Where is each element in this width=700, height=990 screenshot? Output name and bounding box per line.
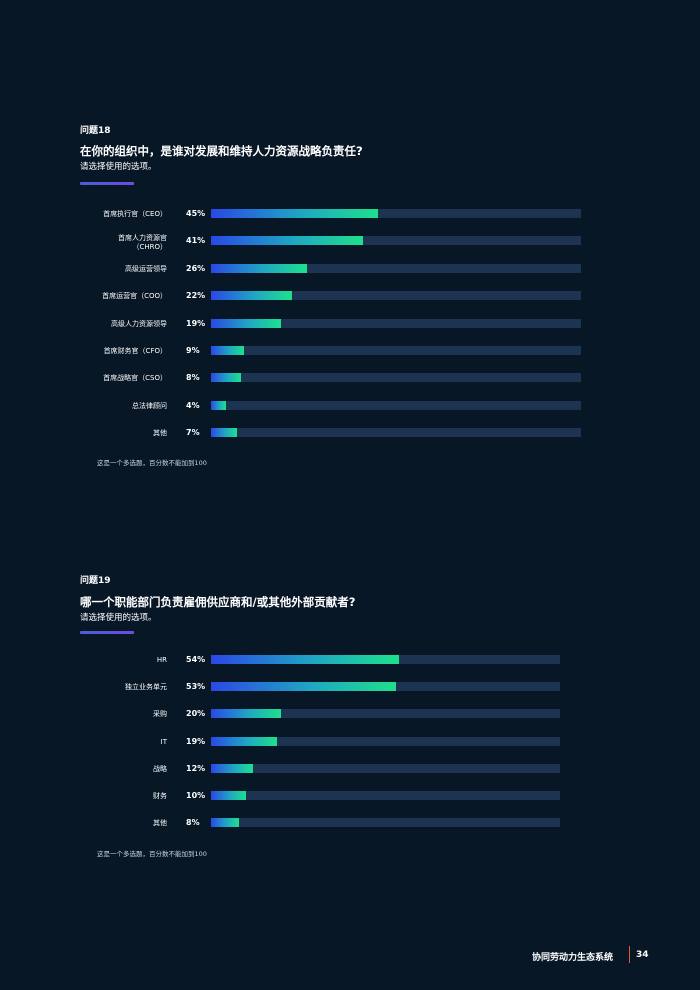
value-label: 8% [186,818,200,828]
q19-subtitle: 请选择使用的选项。 [80,613,157,623]
bar-track [211,346,581,355]
bar-track [211,263,581,273]
bar [211,682,396,692]
page-number: 34 [636,950,649,960]
bar-track [211,428,581,438]
bar-row: 首席财务官（CFO） 9% [0,345,700,357]
q18-accent-rule [80,182,134,185]
value-label: 22% [186,291,206,301]
bar [211,818,239,828]
category-label: 首席人力资源官 （CHRO） [118,234,167,252]
bar [211,209,378,218]
value-label: 19% [186,318,206,328]
bar-track [211,818,560,828]
bar-row: 其他 8% [0,817,700,829]
bar [211,655,400,664]
bar [211,763,253,773]
q19-accent-rule [80,631,134,634]
q18-note: 这是一个多选题，百分数不能加到100 [97,459,207,467]
value-label: 19% [186,736,206,746]
bar [211,236,363,246]
category-label: IT [160,737,167,746]
bar-row: HR 54% [0,654,700,666]
bar-track [211,709,560,719]
bar-row: 首席执行官（CEO） 45% [0,208,700,220]
category-label: 高级运营领导 [125,264,167,273]
category-label: 其他 [153,819,167,828]
bar-track [211,400,581,410]
bar-row: 独立业务单元 53% [0,681,700,693]
bar-row: 首席人力资源官 （CHRO） 41% [0,234,700,251]
bar-row: 高级人力资源领导 19% [0,318,700,330]
bar [211,709,281,719]
q18-label: 问题18 [80,126,111,136]
value-label: 41% [186,236,206,246]
category-label: 财务 [153,792,167,800]
q19-label: 问题19 [80,576,111,586]
category-label: 独立业务单元 [125,683,167,692]
bar-track [211,236,581,246]
footer-separator [629,946,630,963]
bar [211,263,308,273]
category-label: 首席执行官（CEO） [103,210,167,218]
bar-track [211,209,581,218]
q18-title: 在你的组织中，是谁对发展和维持人力资源战略负责任? [80,144,363,158]
bar [211,791,246,800]
bar-track [211,318,581,328]
value-label: 45% [186,209,206,218]
value-label: 7% [186,428,200,438]
bar [211,291,293,301]
category-label: 高级人力资源领导 [111,319,167,328]
footer-title: 协同劳动力生态系统 [532,953,614,963]
bar-row: 战略 12% [0,763,700,775]
bar [211,318,282,328]
bar-row: 首席运营官（COO） 22% [0,290,700,302]
bar-track [211,791,560,800]
bar-row: 总法律顾问 4% [0,400,700,412]
bar-track [211,736,560,746]
category-label: 首席运营官（COO） [102,292,167,301]
bar-row: 高级运营领导 26% [0,263,700,275]
category-label: 总法律顾问 [132,401,167,410]
bar-row: 其他 7% [0,427,700,439]
bar-track [211,655,560,664]
bar-row: 首席战略官（CSO） 8% [0,372,700,384]
value-label: 10% [186,791,206,800]
value-label: 8% [186,373,200,383]
value-label: 4% [186,400,200,410]
bar [211,428,237,438]
category-label: 首席财务官（CFO） [103,347,167,355]
value-label: 9% [186,346,200,355]
bar-track [211,682,560,692]
q19-title: 哪一个职能部门负责雇佣供应商和/或其他外部贡献者? [80,595,356,609]
bar-row: 采购 20% [0,708,700,720]
category-label: 其他 [153,429,167,438]
category-label: 采购 [153,710,167,719]
q19-note: 这是一个多选题，百分数不能加到100 [97,850,207,858]
bar-track [211,291,581,301]
q18-subtitle: 请选择使用的选项。 [80,162,157,172]
bar-track [211,763,560,773]
category-label: 战略 [153,764,167,773]
value-label: 12% [186,763,206,773]
bar [211,346,245,355]
bar [211,373,241,383]
bar [211,400,226,410]
category-label: 首席战略官（CSO） [103,374,167,383]
value-label: 54% [186,655,206,664]
bar-row: IT 19% [0,736,700,748]
bar-row: 财务 10% [0,790,700,802]
value-label: 26% [186,263,206,273]
value-label: 53% [186,682,206,692]
bar [211,736,278,746]
category-label: HR [156,656,167,664]
bar-track [211,373,581,383]
value-label: 20% [186,709,206,719]
